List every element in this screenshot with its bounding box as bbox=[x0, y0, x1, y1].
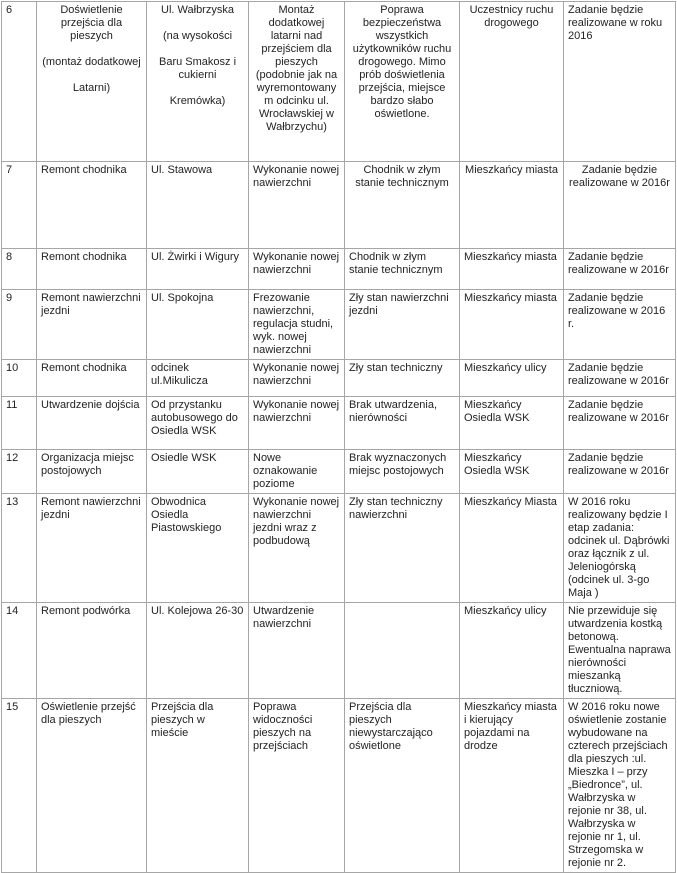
cell-location: Ul. Kolejowa 26-30 bbox=[146, 602, 249, 699]
cell-works: Wykonanie nowej nawierzchni bbox=[248, 161, 345, 249]
cell-implementation: Zadanie będzie realizowane w 2016r bbox=[563, 359, 676, 397]
cell-row-number: 8 bbox=[1, 248, 37, 290]
cell-task: Remont chodnika bbox=[36, 248, 147, 290]
cell-applicants: Uczestnicy ruchu drogowego bbox=[459, 1, 564, 162]
table-row: 14 Remont podwórka Ul. Kolejowa 26-30 Ut… bbox=[1, 602, 676, 699]
cell-task: Remont nawierzchni jezdni bbox=[36, 493, 147, 603]
cell-location: Ul. Stawowa bbox=[146, 161, 249, 249]
cell-row-number: 13 bbox=[1, 493, 37, 603]
table-row: 12 Organizacja miejsc postojowych Osiedl… bbox=[1, 449, 676, 494]
cell-justification: Poprawa bezpieczeństwa wszystkich użytko… bbox=[344, 1, 460, 162]
table-row: 15 Oświetlenie przejść dla pieszych Prze… bbox=[1, 698, 676, 873]
cell-applicants: Mieszkańcy ulicy bbox=[459, 359, 564, 397]
cell-location: Przejścia dla pieszych w mieście bbox=[146, 698, 249, 873]
cell-applicants: Mieszkańcy miasta bbox=[459, 289, 564, 360]
table-row: 7 Remont chodnika Ul. Stawowa Wykonanie … bbox=[1, 161, 676, 249]
cell-task: Remont chodnika bbox=[36, 161, 147, 249]
table-row: 8 Remont chodnika Ul. Żwirki i Wigury Wy… bbox=[1, 248, 676, 290]
cell-location: Ul. Żwirki i Wigury bbox=[146, 248, 249, 290]
cell-location: Osiedle WSK bbox=[146, 449, 249, 494]
cell-applicants: Mieszkańcy miasta bbox=[459, 161, 564, 249]
cell-justification: Zły stan techniczny nawierzchni bbox=[344, 493, 460, 603]
cell-applicants: Mieszkańcy miasta i kierujący pojazdami … bbox=[459, 698, 564, 873]
cell-implementation: Nie przewiduje się utwardzenia kostką be… bbox=[563, 602, 676, 699]
cell-works: Montaż dodatkowej latarni nad przejściem… bbox=[248, 1, 345, 162]
cell-implementation: Zadanie będzie realizowane w 2016r bbox=[563, 248, 676, 290]
cell-row-number: 9 bbox=[1, 289, 37, 360]
cell-implementation: Zadanie będzie realizowane w roku 2016 bbox=[563, 1, 676, 162]
cell-location: Ul. Spokojna bbox=[146, 289, 249, 360]
cell-works: Wykonanie nowej nawierzchni bbox=[248, 359, 345, 397]
cell-implementation: Zadanie będzie realizowane w 2016r bbox=[563, 396, 676, 450]
cell-justification: Brak wyznaczonych miejsc postojowych bbox=[344, 449, 460, 494]
cell-applicants: Mieszkańcy ulicy bbox=[459, 602, 564, 699]
cell-row-number: 12 bbox=[1, 449, 37, 494]
cell-works: Nowe oznakowanie poziome bbox=[248, 449, 345, 494]
cell-location: Ul. Wałbrzyska (na wysokości Baru Smakos… bbox=[146, 1, 249, 162]
table-row: 11 Utwardzenie dojścia Od przystanku aut… bbox=[1, 396, 676, 450]
cell-task: Oświetlenie przejść dla pieszych bbox=[36, 698, 147, 873]
cell-implementation: W 2016 roku realizowany będzie I etap za… bbox=[563, 493, 676, 603]
table-row: 9 Remont nawierzchni jezdni Ul. Spokojna… bbox=[1, 289, 676, 360]
cell-justification: Chodnik w złym stanie technicznym bbox=[344, 161, 460, 249]
cell-justification: Brak utwardzenia, nierówności bbox=[344, 396, 460, 450]
table-row: 13 Remont nawierzchni jezdni Obwodnica O… bbox=[1, 493, 676, 603]
cell-implementation: Zadanie będzie realizowane w 2016 r. bbox=[563, 289, 676, 360]
cell-implementation: Zadanie będzie realizowane w 2016r bbox=[563, 449, 676, 494]
cell-row-number: 7 bbox=[1, 161, 37, 249]
cell-works: Wykonanie nowej nawierzchni jezdni wraz … bbox=[248, 493, 345, 603]
cell-row-number: 11 bbox=[1, 396, 37, 450]
cell-task: Doświetlenie przejścia dla pieszych (mon… bbox=[36, 1, 147, 162]
cell-task: Remont nawierzchni jezdni bbox=[36, 289, 147, 360]
cell-location: Od przystanku autobusowego do Osiedla WS… bbox=[146, 396, 249, 450]
table-row: 6 Doświetlenie przejścia dla pieszych (m… bbox=[1, 1, 676, 162]
cell-works: Utwardzenie nawierzchni bbox=[248, 602, 345, 699]
cell-row-number: 15 bbox=[1, 698, 37, 873]
cell-task: Remont chodnika bbox=[36, 359, 147, 397]
cell-works: Wykonanie nowej nawierzchni bbox=[248, 396, 345, 450]
table-row: 10 Remont chodnika odcinek ul.Mikulicza … bbox=[1, 359, 676, 397]
cell-applicants: Mieszkańcy Osiedla WSK bbox=[459, 396, 564, 450]
cell-row-number: 14 bbox=[1, 602, 37, 699]
cell-works: Frezowanie nawierzchni, regulacja studni… bbox=[248, 289, 345, 360]
cell-works: Wykonanie nowej nawierzchni bbox=[248, 248, 345, 290]
cell-justification: Przejścia dla pieszych niewystarczająco … bbox=[344, 698, 460, 873]
cell-task: Organizacja miejsc postojowych bbox=[36, 449, 147, 494]
cell-applicants: Mieszkańcy Miasta bbox=[459, 493, 564, 603]
cell-location: odcinek ul.Mikulicza bbox=[146, 359, 249, 397]
cell-works: Poprawa widoczności pieszych na przejści… bbox=[248, 698, 345, 873]
cell-row-number: 6 bbox=[1, 1, 37, 162]
cell-justification bbox=[344, 602, 460, 699]
cell-row-number: 10 bbox=[1, 359, 37, 397]
cell-applicants: Mieszkańcy miasta bbox=[459, 248, 564, 290]
cell-task: Remont podwórka bbox=[36, 602, 147, 699]
cell-justification: Zły stan nawierzchni jezdni bbox=[344, 289, 460, 360]
cell-location: Obwodnica Osiedla Piastowskiego bbox=[146, 493, 249, 603]
cell-applicants: Mieszkańcy Osiedla WSK bbox=[459, 449, 564, 494]
cell-task: Utwardzenie dojścia bbox=[36, 396, 147, 450]
cell-implementation: W 2016 roku nowe oświetlenie zostanie wy… bbox=[563, 698, 676, 873]
cell-implementation: Zadanie będzie realizowane w 2016r bbox=[563, 161, 676, 249]
cell-justification: Chodnik w złym stanie technicznym bbox=[344, 248, 460, 290]
cell-justification: Zły stan techniczny bbox=[344, 359, 460, 397]
